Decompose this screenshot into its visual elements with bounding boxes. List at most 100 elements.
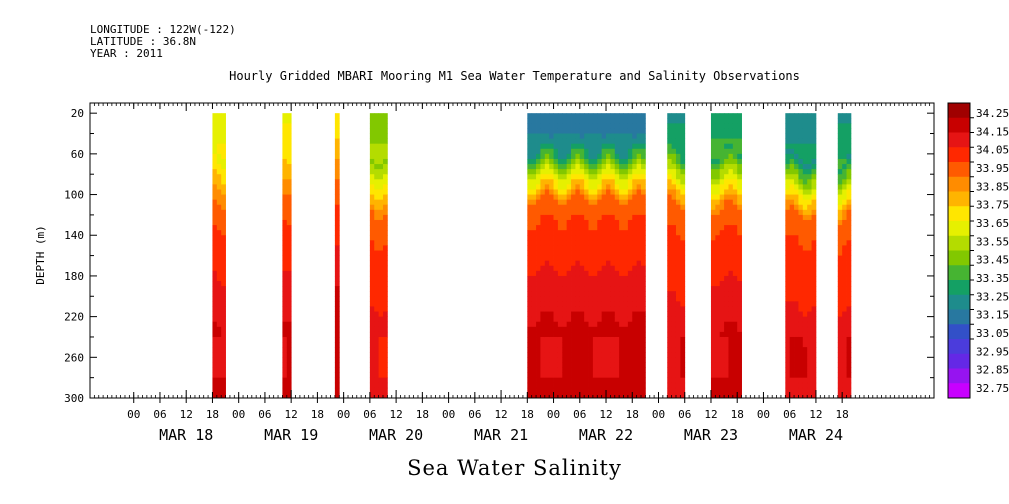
data-cell	[571, 230, 576, 236]
data-cell	[710, 174, 716, 180]
data-cell	[549, 392, 554, 399]
data-cell	[794, 123, 799, 129]
data-cell	[667, 230, 673, 236]
data-cell	[667, 321, 673, 328]
data-cell	[553, 281, 559, 287]
data-cell	[610, 377, 616, 384]
data-cell	[544, 301, 550, 307]
data-cell	[286, 281, 292, 287]
data-cell	[544, 179, 550, 185]
data-cell	[785, 158, 791, 165]
data-cell	[842, 179, 847, 185]
data-cell	[737, 326, 742, 333]
data-cell	[557, 219, 563, 226]
data-cell	[571, 225, 576, 231]
data-cell	[732, 342, 738, 348]
data-cell	[811, 143, 817, 150]
data-cell	[527, 362, 533, 368]
x-tick-label: 06	[573, 408, 586, 421]
data-cell	[671, 342, 677, 348]
data-cell	[667, 123, 673, 129]
data-cell	[728, 362, 734, 368]
data-cell	[584, 199, 589, 206]
data-cell	[632, 164, 638, 170]
data-cell	[216, 352, 222, 358]
data-cell	[212, 336, 218, 343]
data-cell	[374, 123, 380, 129]
data-cell	[221, 123, 226, 129]
data-cell	[623, 270, 629, 277]
data-cell	[536, 387, 541, 394]
data-cell	[728, 245, 734, 251]
data-cell	[837, 143, 843, 150]
data-cell	[378, 306, 384, 312]
data-cell	[212, 113, 218, 119]
data-cell	[811, 311, 817, 318]
data-cell	[592, 270, 598, 277]
data-cell	[842, 204, 847, 211]
data-cell	[557, 336, 563, 343]
data-cell	[737, 387, 742, 394]
data-cell	[334, 362, 340, 368]
data-cell	[566, 387, 572, 394]
data-cell	[802, 204, 808, 211]
data-cell	[553, 311, 559, 318]
data-cell	[540, 331, 546, 338]
data-cell	[334, 260, 340, 267]
data-cell	[566, 255, 572, 262]
data-cell	[212, 281, 218, 287]
data-cell	[374, 362, 380, 368]
data-cell	[715, 133, 721, 140]
data-cell	[715, 240, 721, 246]
data-cell	[579, 123, 585, 129]
data-cell	[540, 336, 546, 343]
data-cell	[536, 143, 541, 150]
data-cell	[785, 281, 791, 287]
data-cell	[606, 118, 611, 124]
data-cell	[575, 270, 581, 277]
data-cell	[785, 235, 791, 241]
data-cell	[724, 128, 729, 134]
data-cell	[619, 255, 624, 262]
data-cell	[715, 255, 721, 262]
data-cell	[562, 392, 568, 399]
data-cell	[610, 113, 616, 119]
data-cell	[579, 184, 585, 190]
data-cell	[737, 204, 742, 211]
data-cell	[378, 281, 384, 287]
data-cell	[671, 286, 677, 292]
data-cell	[715, 372, 721, 379]
data-cell	[606, 214, 611, 221]
data-cell	[544, 169, 550, 175]
data-cell	[610, 240, 616, 246]
data-cell	[789, 194, 795, 201]
data-cell	[579, 235, 585, 241]
data-cell	[846, 164, 852, 170]
data-cell	[536, 209, 541, 216]
data-cell	[641, 204, 646, 211]
data-cell	[842, 382, 847, 389]
data-cell	[571, 281, 576, 287]
data-cell	[536, 133, 541, 140]
data-cell	[592, 174, 598, 180]
y-tick-label: 300	[64, 392, 84, 405]
data-cell	[675, 143, 681, 150]
data-cell	[715, 367, 721, 373]
data-cell	[789, 377, 795, 384]
data-cell	[842, 235, 847, 241]
data-cell	[610, 158, 616, 165]
data-cell	[540, 225, 546, 231]
data-cell	[553, 255, 559, 262]
data-cell	[557, 153, 563, 160]
data-cell	[811, 214, 817, 221]
data-cell	[737, 265, 742, 272]
data-cell	[369, 209, 375, 216]
data-cell	[811, 281, 817, 287]
data-cell	[802, 291, 808, 297]
data-cell	[737, 270, 742, 277]
data-cell	[671, 311, 677, 318]
data-cell	[732, 219, 738, 226]
data-cell	[798, 164, 804, 170]
data-cell	[216, 362, 222, 368]
data-cell	[846, 225, 852, 231]
